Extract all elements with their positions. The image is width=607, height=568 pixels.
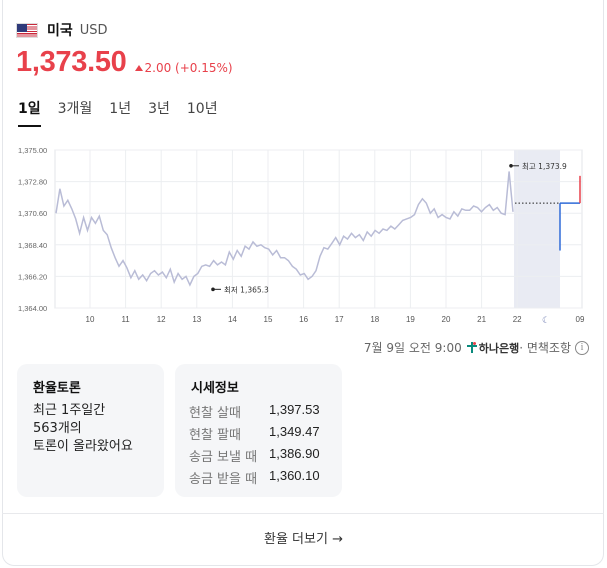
discussion-summary: 최근 1주일간 563개의 토론이 올라왔어요 <box>33 402 133 456</box>
info-label: 현찰 팔때 <box>189 428 241 443</box>
currency-code: USD <box>79 22 108 38</box>
tab-1y[interactable]: 1년 <box>109 101 132 117</box>
up-arrow-icon <box>134 65 143 71</box>
tab-1d[interactable]: 1일 <box>18 98 41 127</box>
x-tick-label: 10 <box>86 315 95 324</box>
period-tabs: 1일 3개월 1년 3년 10년 <box>18 98 235 127</box>
market-info-row: 현찰 살때 1,397.53 <box>189 402 320 421</box>
info-icon[interactable]: i <box>575 340 589 355</box>
hana-bank-logo-icon <box>466 342 477 353</box>
arrow-right-icon: → <box>332 532 343 547</box>
x-tick-label: 21 <box>477 315 486 324</box>
high-label: 최고 1,373.9 <box>522 161 567 171</box>
y-tick-label: 1,368.40 <box>18 241 47 250</box>
after-hours-region <box>514 150 560 308</box>
currency-header: 미국 USD <box>16 20 108 40</box>
tab-3m[interactable]: 3개월 <box>57 101 93 117</box>
x-tick-label: 12 <box>157 315 166 324</box>
market-info-row: 송금 보낼 때 1,386.90 <box>189 446 320 465</box>
discussion-title: 환율토론 <box>33 381 81 396</box>
provider-name: 하나은행 <box>478 341 520 355</box>
x-tick-label: 13 <box>192 315 201 324</box>
more-exchange-link[interactable]: 환율 더보기 → <box>0 528 607 547</box>
info-label: 송금 받을 때 <box>189 472 258 487</box>
market-info-row: 송금 받을 때 1,360.10 <box>189 468 320 487</box>
discussion-line: 563개의 <box>33 421 82 436</box>
rate-series-line <box>55 171 514 287</box>
us-flag-icon <box>16 22 38 38</box>
data-source: 7월 9일 오전 9:00 하나은행 · 면책조항 i <box>364 339 589 356</box>
rate-change-text: 2.00 (+0.15%) <box>144 61 233 75</box>
x-tick-label: 14 <box>228 315 237 324</box>
info-value: 1,349.47 <box>269 424 320 439</box>
provider: 하나은행 <box>466 340 520 356</box>
info-label: 송금 보낼 때 <box>189 450 258 465</box>
moon-icon: ☾ <box>542 316 550 326</box>
y-tick-label: 1,370.60 <box>18 209 47 218</box>
disclaimer-link[interactable]: · 면책조항 <box>519 341 571 355</box>
current-rate: 1,373.50 <box>16 46 127 78</box>
rate-row: 1,373.50 2.00 (+0.15%) <box>16 46 233 79</box>
info-value: 1,386.90 <box>269 446 320 461</box>
market-info-row: 현찰 팔때 1,349.47 <box>189 424 320 443</box>
x-tick-label: 11 <box>121 315 130 324</box>
market-info-title: 시세정보 <box>191 381 239 396</box>
x-tick-label: 19 <box>406 315 415 324</box>
discussion-box[interactable]: 환율토론 최근 1주일간 563개의 토론이 올라왔어요 <box>17 364 164 497</box>
x-tick-label: 09 <box>576 315 585 324</box>
footer-divider <box>2 513 604 514</box>
discussion-line: 최근 1주일간 <box>33 403 106 418</box>
rate-change: 2.00 (+0.15%) <box>134 61 233 75</box>
info-value: 1,360.10 <box>269 468 320 483</box>
market-info-box: 시세정보 현찰 살때 1,397.53 현찰 팔때 1,349.47 송금 보낼… <box>175 364 342 497</box>
y-tick-label: 1,372.80 <box>18 178 47 187</box>
x-tick-label: 18 <box>370 315 379 324</box>
low-label: 최저 1,365.3 <box>224 284 269 294</box>
y-tick-label: 1,364.00 <box>18 304 47 313</box>
x-tick-label: 22 <box>513 315 522 324</box>
tab-10y[interactable]: 10년 <box>186 101 218 117</box>
tab-3y[interactable]: 3년 <box>148 101 170 117</box>
x-tick-label: 16 <box>299 315 308 324</box>
exchange-rate-chart[interactable]: 1,375.00 1,372.80 1,370.60 1,368.40 1,366.20… <box>0 138 607 330</box>
x-tick-label: 17 <box>335 315 344 324</box>
discussion-line: 토론이 올라왔어요 <box>33 439 133 454</box>
update-timestamp: 7월 9일 오전 9:00 <box>363 341 462 355</box>
more-link-label: 환율 더보기 <box>264 532 328 547</box>
info-label: 현찰 살때 <box>189 406 241 421</box>
x-tick-label: 15 <box>264 315 273 324</box>
plot-frame <box>54 149 583 309</box>
y-tick-label: 1,366.20 <box>18 272 47 281</box>
info-value: 1,397.53 <box>269 402 320 417</box>
x-tick-label: 20 <box>442 315 451 324</box>
country-name: 미국 <box>47 23 73 39</box>
y-tick-label: 1,375.00 <box>18 146 47 155</box>
